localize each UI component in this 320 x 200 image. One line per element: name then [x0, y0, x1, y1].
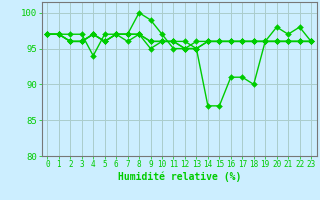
X-axis label: Humidité relative (%): Humidité relative (%): [117, 172, 241, 182]
